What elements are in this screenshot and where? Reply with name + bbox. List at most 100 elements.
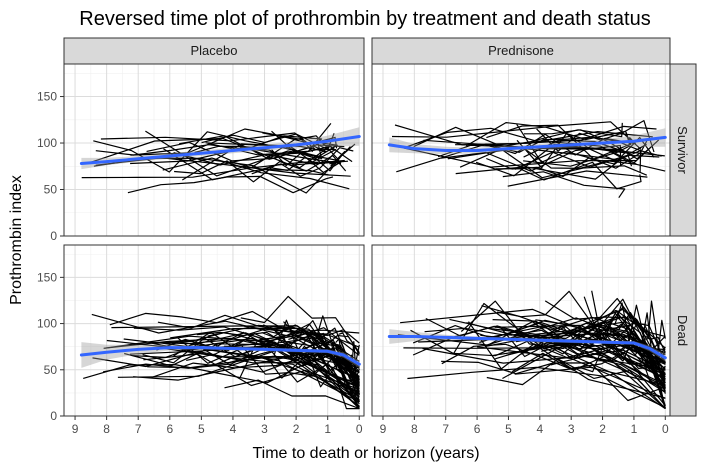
trajectory-line [506, 322, 666, 363]
strip-label-survivor: Survivor [675, 126, 690, 174]
x-tick-label: 4 [536, 422, 543, 436]
trajectory-line [207, 324, 360, 381]
trajectory-line [262, 324, 360, 344]
trajectory-line [578, 323, 666, 384]
trajectory-line [123, 332, 360, 368]
strip-label-prednisone: Prednisone [488, 43, 554, 58]
smooth-confidence-band [389, 128, 666, 155]
trajectory-line [540, 325, 666, 392]
trajectory-line [197, 347, 360, 403]
y-tick-label: 0 [50, 229, 57, 243]
trajectory-line [536, 119, 655, 153]
trajectory-line [338, 332, 360, 355]
x-tick-label: 7 [135, 422, 142, 436]
trajectory-line [494, 136, 662, 157]
trajectory-line [240, 295, 360, 353]
trajectory-line [104, 335, 360, 408]
trajectory-line [495, 161, 642, 190]
trajectory-line [91, 313, 360, 374]
trajectory-line [335, 338, 360, 394]
x-tick-label: 7 [442, 422, 449, 436]
strip-label-placebo: Placebo [191, 43, 238, 58]
trajectory-line [179, 135, 326, 160]
trajectory-line [608, 343, 666, 393]
x-tick-label: 6 [474, 422, 481, 436]
x-tick-label: 8 [103, 422, 110, 436]
trajectory-line [476, 346, 666, 400]
x-tick-label: 5 [198, 422, 205, 436]
strip-placebo [63, 37, 365, 65]
trajectory-line [339, 338, 360, 395]
trajectory-line [407, 366, 666, 409]
trajectory-line [117, 349, 360, 407]
trajectory-line [130, 147, 342, 165]
trajectory-line [516, 133, 642, 173]
strip-survivor [669, 63, 697, 237]
trajectory-line [413, 125, 657, 148]
trajectory-line [143, 353, 360, 390]
x-tick-label: 2 [599, 422, 606, 436]
x-tick-label: 5 [505, 422, 512, 436]
x-tick-label: 3 [568, 422, 575, 436]
trajectory-line [251, 156, 342, 175]
smooth-line [79, 135, 361, 165]
trajectory-line [268, 353, 360, 410]
x-tick-label: 1 [631, 422, 638, 436]
y-tick-label: 150 [37, 90, 57, 104]
trajectory-line [95, 157, 351, 177]
y-tick-label: 50 [44, 183, 58, 197]
chart-title: Reversed time plot of prothrombin by tre… [79, 8, 650, 30]
y-tick-label: 100 [37, 136, 57, 150]
smooth-line [79, 346, 361, 366]
strip-layer: Placebo Prednisone Survivor Dead [63, 37, 697, 417]
trajectory-line [400, 308, 666, 365]
trajectory-line [511, 329, 666, 399]
trajectory-line [422, 347, 666, 370]
panel-border [63, 244, 365, 417]
y-tick-label: 50 [44, 363, 58, 377]
trajectory-line [644, 300, 666, 351]
trajectory-line [163, 148, 330, 181]
trajectory-line [502, 348, 666, 410]
trajectory-line [311, 338, 360, 395]
strip-dead [669, 244, 697, 417]
trajectory-line [224, 379, 360, 410]
trajectory-group [81, 123, 356, 194]
trajectory-line [584, 350, 666, 409]
x-tick-label: 9 [72, 422, 79, 436]
trajectory-line [157, 314, 360, 348]
x-axis-title: Time to death or horizon (years) [252, 445, 479, 462]
x-tick-label: 9 [380, 422, 387, 436]
trajectory-line [146, 141, 345, 162]
trajectory-group [391, 119, 666, 199]
trajectory-line [288, 327, 360, 356]
panel-prednisone-dead [371, 244, 671, 417]
panel-placebo-dead [63, 244, 365, 417]
x-tick-label: 2 [293, 422, 300, 436]
x-tick-label: 3 [261, 422, 268, 436]
trajectory-line [492, 319, 666, 364]
trajectory-line [580, 308, 666, 349]
trajectory-line [102, 342, 360, 386]
trajectory-line [507, 170, 648, 187]
trajectory-line [391, 121, 642, 150]
y-tick-label: 150 [37, 270, 57, 284]
x-tick-label: 8 [411, 422, 418, 436]
y-tick-label: 0 [50, 409, 57, 423]
trajectory-line [567, 321, 666, 389]
trajectory-line [541, 337, 666, 364]
trajectory-line [206, 123, 332, 156]
y-axis-title: Prothrombin index [8, 175, 25, 305]
trajectory-line [487, 321, 666, 393]
trajectory-line [109, 310, 360, 334]
x-tick-label: 0 [356, 422, 363, 436]
x-tick-label: 6 [166, 422, 173, 436]
y-tick-label: 100 [37, 317, 57, 331]
x-tick-label: 1 [324, 422, 331, 436]
trajectory-line [302, 352, 360, 392]
trajectory-line [283, 321, 360, 386]
trajectory-line [396, 143, 631, 173]
trajectory-line [466, 309, 666, 376]
